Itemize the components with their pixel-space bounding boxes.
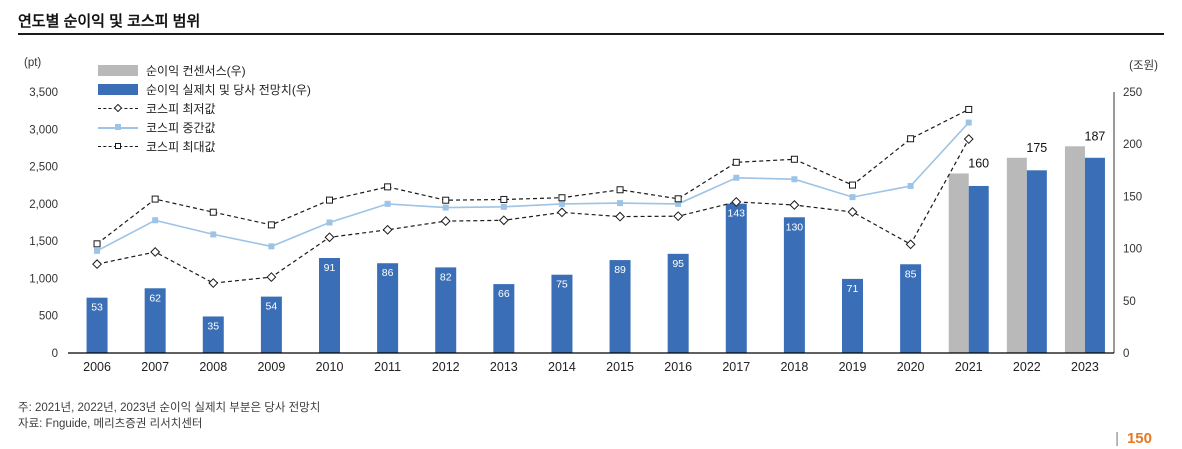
svg-text:250: 250 xyxy=(1123,87,1142,99)
svg-text:54: 54 xyxy=(266,301,278,313)
svg-text:0: 0 xyxy=(52,348,58,360)
page-number: 150 xyxy=(1126,430,1152,447)
footer-divider: | xyxy=(1115,430,1119,447)
svg-text:2022: 2022 xyxy=(1013,360,1041,374)
svg-text:1,500: 1,500 xyxy=(29,236,58,248)
legend-item-kospi-mid: 코스피 중간값 xyxy=(98,120,311,135)
svg-text:2010: 2010 xyxy=(316,360,344,374)
open-square-marker-icon xyxy=(115,143,121,149)
diamond-marker-icon xyxy=(113,103,123,113)
footnotes: 주: 2021년, 2022년, 2023년 순이익 실제치 부분은 당사 전망… xyxy=(18,400,320,432)
svg-text:2006: 2006 xyxy=(83,360,111,374)
solid-line-square-icon xyxy=(98,121,138,133)
chart-legend: 순이익 컨센서스(우) 순이익 실제치 및 당사 전망치(우) 코스피 최저값 … xyxy=(98,63,311,154)
svg-text:2009: 2009 xyxy=(257,360,285,374)
square-marker-icon xyxy=(115,124,121,130)
svg-text:0: 0 xyxy=(1123,348,1129,360)
svg-text:2020: 2020 xyxy=(897,360,925,374)
svg-text:2012: 2012 xyxy=(432,360,460,374)
svg-text:160: 160 xyxy=(968,156,989,170)
svg-text:2019: 2019 xyxy=(839,360,867,374)
dashed-line-open-square-icon xyxy=(98,140,138,152)
svg-text:89: 89 xyxy=(614,264,626,276)
bar-swatch-blue-icon xyxy=(98,83,138,95)
left-axis-unit: (pt) xyxy=(24,57,42,69)
dashed-line-diamond-icon xyxy=(98,102,138,114)
svg-text:143: 143 xyxy=(728,208,746,220)
bar-swatch-fill xyxy=(98,64,138,76)
legend-item-consensus: 순이익 컨센서스(우) xyxy=(98,63,311,78)
legend-item-kospi-max: 코스피 최대값 xyxy=(98,139,311,154)
svg-text:150: 150 xyxy=(1123,191,1142,203)
svg-text:35: 35 xyxy=(207,320,219,332)
svg-text:500: 500 xyxy=(39,311,58,323)
svg-text:2007: 2007 xyxy=(141,360,169,374)
svg-text:2,000: 2,000 xyxy=(29,199,58,211)
svg-text:2,500: 2,500 xyxy=(29,162,58,174)
legend-label-actual: 순이익 실제치 및 당사 전망치(우) xyxy=(146,82,311,97)
svg-text:2021: 2021 xyxy=(955,360,983,374)
svg-text:2014: 2014 xyxy=(548,360,576,374)
svg-text:71: 71 xyxy=(847,283,859,295)
svg-text:2018: 2018 xyxy=(780,360,808,374)
svg-text:2013: 2013 xyxy=(490,360,518,374)
legend-label-consensus: 순이익 컨센서스(우) xyxy=(146,63,246,78)
svg-text:2016: 2016 xyxy=(664,360,692,374)
svg-text:82: 82 xyxy=(440,271,452,283)
page-title: 연도별 순이익 및 코스피 범위 xyxy=(18,13,201,30)
bar-swatch-fill xyxy=(98,83,138,95)
legend-item-actual: 순이익 실제치 및 당사 전망치(우) xyxy=(98,82,311,97)
legend-label-kospi-mid: 코스피 중간값 xyxy=(146,120,216,135)
svg-text:3,000: 3,000 xyxy=(29,124,58,136)
svg-text:2017: 2017 xyxy=(722,360,750,374)
svg-text:2023: 2023 xyxy=(1071,360,1099,374)
legend-label-kospi-max: 코스피 최대값 xyxy=(146,139,216,154)
svg-text:85: 85 xyxy=(905,268,917,280)
svg-text:130: 130 xyxy=(786,221,804,233)
svg-text:2011: 2011 xyxy=(374,360,401,374)
right-axis-unit: (조원) xyxy=(1129,60,1158,72)
legend-label-kospi-min: 코스피 최저값 xyxy=(146,101,216,116)
svg-text:62: 62 xyxy=(149,292,161,304)
svg-text:3,500: 3,500 xyxy=(29,87,58,99)
svg-text:187: 187 xyxy=(1085,129,1106,143)
svg-text:100: 100 xyxy=(1123,244,1142,256)
svg-text:86: 86 xyxy=(382,267,394,279)
footnote-line2: 자료: Fnguide, 메리츠증권 리서치센터 xyxy=(18,418,203,430)
svg-text:50: 50 xyxy=(1123,296,1136,308)
svg-text:2015: 2015 xyxy=(606,360,634,374)
svg-text:2008: 2008 xyxy=(199,360,227,374)
legend-item-kospi-min: 코스피 최저값 xyxy=(98,101,311,116)
svg-text:53: 53 xyxy=(91,302,103,314)
svg-text:75: 75 xyxy=(556,279,568,291)
svg-text:91: 91 xyxy=(324,262,336,274)
footnote-line1: 주: 2021년, 2022년, 2023년 순이익 실제치 부분은 당사 전망… xyxy=(18,402,321,414)
svg-text:66: 66 xyxy=(498,288,510,300)
title-rule xyxy=(18,33,1164,35)
svg-text:1,000: 1,000 xyxy=(29,273,58,285)
svg-text:175: 175 xyxy=(1026,141,1047,155)
page-footer: | 150 xyxy=(1115,430,1152,447)
bar-swatch-gray-icon xyxy=(98,64,138,76)
svg-text:200: 200 xyxy=(1123,139,1142,151)
svg-text:95: 95 xyxy=(672,258,684,270)
